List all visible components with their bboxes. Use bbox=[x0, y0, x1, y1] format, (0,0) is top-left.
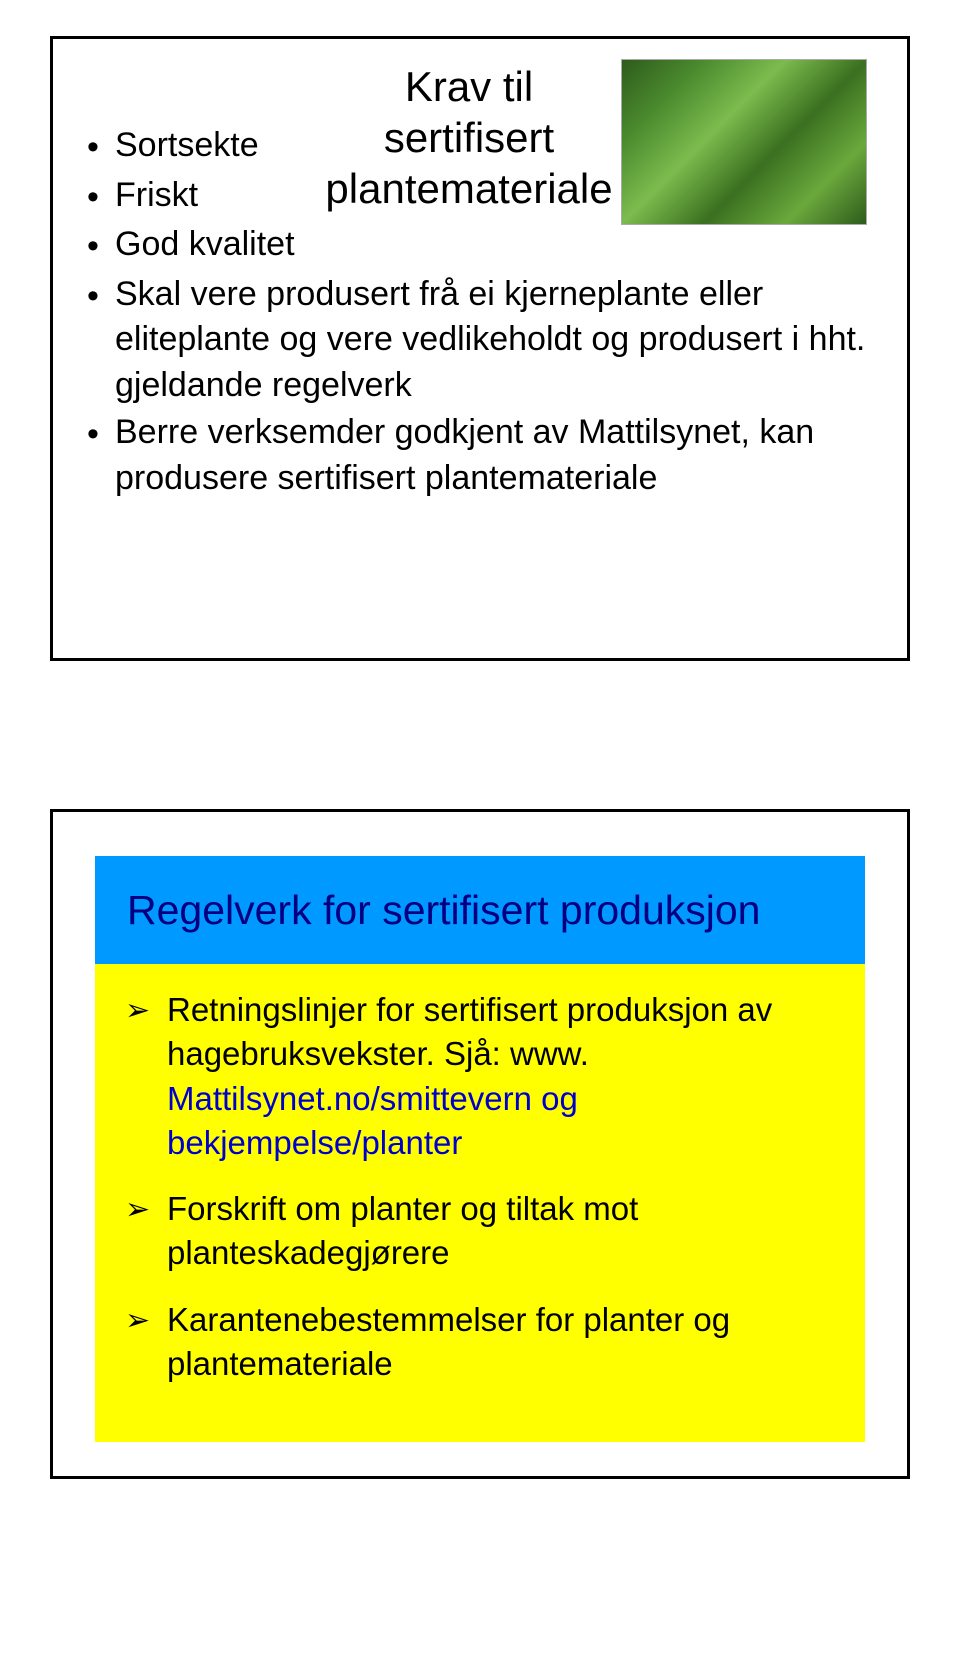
plant-photo-icon bbox=[621, 59, 867, 225]
slide-requirements: • Sortsekte • Friskt • God kvalitet Krav… bbox=[50, 36, 910, 661]
bullet-list-left: • Sortsekte • Friskt • God kvalitet bbox=[87, 123, 317, 272]
list-item: ➢ Karantenebestemmelser for planter og p… bbox=[125, 1298, 835, 1386]
item-text: Retningslinjer for sertifisert produksjo… bbox=[167, 988, 835, 1165]
list-item: • God kvalitet bbox=[87, 222, 317, 270]
item-text: Karantenebestemmelser for planter og pla… bbox=[167, 1298, 835, 1386]
page: • Sortsekte • Friskt • God kvalitet Krav… bbox=[0, 0, 960, 1654]
bullet-text: Sortsekte bbox=[115, 123, 317, 169]
slide-title: Krav til sertifisert plantemateriale bbox=[317, 59, 621, 272]
chevron-icon: ➢ bbox=[125, 1298, 167, 1341]
bullet-text: God kvalitet bbox=[115, 222, 317, 268]
chevron-icon: ➢ bbox=[125, 988, 167, 1031]
list-item: • Berre verksemder godkjent av Mattilsyn… bbox=[87, 410, 873, 501]
slide-title: Regelverk for sertifisert produksjon bbox=[127, 887, 760, 934]
bullet-list-main: • Skal vere produsert frå ei kjerneplant… bbox=[87, 272, 873, 502]
title-bar: Regelverk for sertifisert produksjon bbox=[95, 856, 865, 964]
bullet-text: Berre verksemder godkjent av Mattilsynet… bbox=[115, 410, 873, 501]
title-line-1: Krav til sertifisert bbox=[384, 63, 554, 161]
bullet-text: Friskt bbox=[115, 173, 317, 219]
list-item: ➢ Retningslinjer for sertifisert produks… bbox=[125, 988, 835, 1165]
regulation-list: ➢ Retningslinjer for sertifisert produks… bbox=[125, 988, 835, 1386]
chevron-icon: ➢ bbox=[125, 1187, 167, 1230]
list-item: • Sortsekte bbox=[87, 123, 317, 171]
bullet-dot-icon: • bbox=[87, 222, 115, 270]
bullet-text: Skal vere produsert frå ei kjerneplante … bbox=[115, 272, 873, 409]
list-item: • Skal vere produsert frå ei kjerneplant… bbox=[87, 272, 873, 409]
bullet-dot-icon: • bbox=[87, 173, 115, 221]
list-item: • Friskt bbox=[87, 173, 317, 221]
bullet-dot-icon: • bbox=[87, 410, 115, 458]
slide-regulations: Regelverk for sertifisert produksjon ➢ R… bbox=[50, 809, 910, 1479]
title-line-2: plantemateriale bbox=[325, 165, 612, 212]
bullet-dot-icon: • bbox=[87, 272, 115, 320]
bullet-dot-icon: • bbox=[87, 123, 115, 171]
link-text[interactable]: Mattilsynet.no/smittevern og bekjempelse… bbox=[167, 1080, 578, 1161]
slide-body: ➢ Retningslinjer for sertifisert produks… bbox=[95, 964, 865, 1442]
list-item: ➢ Forskrift om planter og tiltak mot pla… bbox=[125, 1187, 835, 1275]
item-text: Forskrift om planter og tiltak mot plant… bbox=[167, 1187, 835, 1275]
